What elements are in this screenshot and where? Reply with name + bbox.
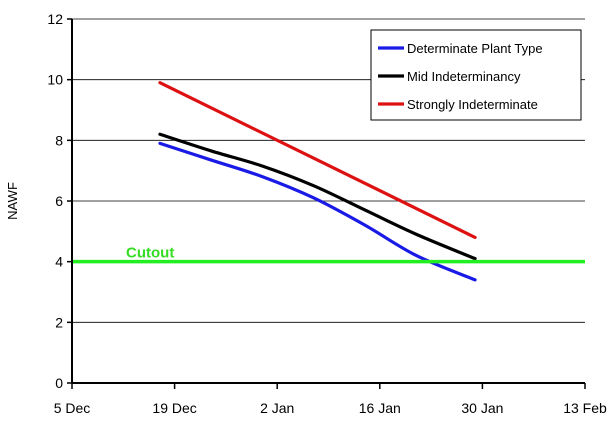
y-tick-label-12: 12 bbox=[47, 11, 63, 27]
x-axis-ticks: 5 Dec 19 Dec 2 Jan 16 Jan 30 Jan 13 Feb bbox=[54, 383, 607, 416]
legend-label-1: Mid Indeterminancy bbox=[407, 69, 521, 84]
y-tick-label-2: 2 bbox=[55, 314, 63, 330]
y-tick-label-10: 10 bbox=[47, 72, 63, 88]
annotations: Cutout bbox=[72, 245, 585, 264]
series-line-2 bbox=[158, 81, 477, 239]
y-tick-label-6: 6 bbox=[55, 193, 63, 209]
x-tick-label-2: 2 Jan bbox=[260, 400, 294, 416]
legend-label-0: Determinate Plant Type bbox=[407, 41, 543, 56]
x-tick-label-1: 19 Dec bbox=[152, 400, 196, 416]
x-tick-label-0: 5 Dec bbox=[54, 400, 91, 416]
x-tick-label-5: 13 Feb bbox=[563, 400, 607, 416]
legend-box bbox=[370, 29, 582, 121]
y-axis-title: NAWF bbox=[5, 182, 20, 220]
series-line-0 bbox=[158, 141, 477, 282]
y-axis-ticks: 0 2 4 6 8 10 12 bbox=[47, 11, 72, 391]
y-tick-label-8: 8 bbox=[55, 132, 63, 148]
cutout-label: Cutout bbox=[126, 245, 174, 262]
x-tick-label-4: 30 Jan bbox=[461, 400, 503, 416]
legend: Determinate Plant Type Mid Indeterminancy… bbox=[370, 29, 582, 121]
series-lines bbox=[158, 81, 477, 282]
y-tick-label-0: 0 bbox=[55, 375, 63, 391]
series-line-1 bbox=[158, 132, 477, 261]
y-tick-label-4: 4 bbox=[55, 254, 63, 270]
x-tick-label-3: 16 Jan bbox=[359, 400, 401, 416]
legend-label-2: Strongly Indeterminate bbox=[407, 97, 538, 112]
